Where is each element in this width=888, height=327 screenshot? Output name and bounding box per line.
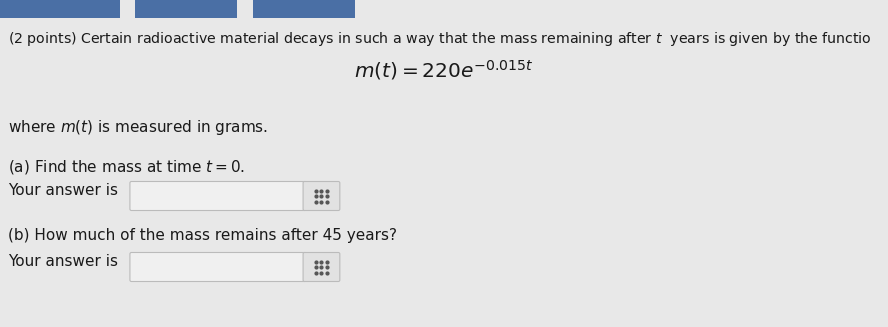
Text: (a) Find the mass at time $t = 0$.: (a) Find the mass at time $t = 0$. bbox=[8, 158, 245, 176]
FancyBboxPatch shape bbox=[303, 181, 340, 211]
FancyBboxPatch shape bbox=[135, 0, 237, 18]
FancyBboxPatch shape bbox=[303, 252, 340, 282]
Text: Your answer is: Your answer is bbox=[8, 254, 118, 269]
FancyBboxPatch shape bbox=[253, 0, 355, 18]
Text: $m(t) = 220e^{-0.015t}$: $m(t) = 220e^{-0.015t}$ bbox=[354, 58, 534, 82]
FancyBboxPatch shape bbox=[130, 252, 306, 282]
FancyBboxPatch shape bbox=[130, 181, 306, 211]
Text: (2 points) Certain radioactive material decays in such a way that the mass remai: (2 points) Certain radioactive material … bbox=[8, 30, 872, 48]
Text: where $m(t)$ is measured in grams.: where $m(t)$ is measured in grams. bbox=[8, 118, 268, 137]
Text: (b) How much of the mass remains after 45 years?: (b) How much of the mass remains after 4… bbox=[8, 228, 397, 243]
FancyBboxPatch shape bbox=[0, 0, 120, 18]
Text: Your answer is: Your answer is bbox=[8, 183, 118, 198]
